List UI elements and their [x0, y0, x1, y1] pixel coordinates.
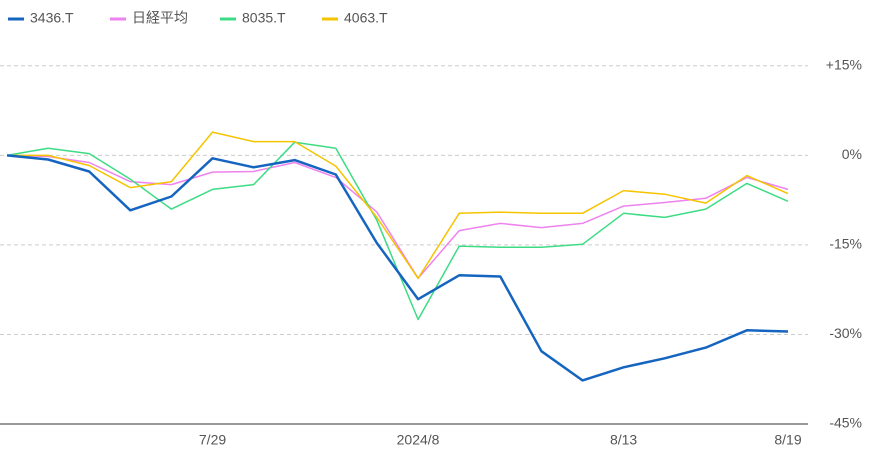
y-tick-label: -45%	[829, 415, 862, 431]
legend-label: 4063.T	[344, 10, 388, 26]
x-tick-label: 7/29	[199, 432, 226, 448]
legend-label: 8035.T	[242, 10, 286, 26]
y-tick-label: 0%	[842, 146, 862, 162]
x-tick-label: 8/13	[610, 432, 637, 448]
x-tick-label: 2024/8	[397, 432, 440, 448]
x-tick-label: 8/19	[774, 432, 801, 448]
legend-label: 3436.T	[30, 10, 74, 26]
series-line	[6, 154, 789, 280]
legend-label: 日経平均	[132, 10, 188, 26]
series-line	[7, 131, 789, 280]
y-tick-label: -15%	[829, 236, 862, 252]
y-tick-label: +15%	[826, 57, 862, 73]
series-line	[6, 154, 789, 382]
series-line	[6, 141, 789, 321]
y-tick-label: -30%	[829, 325, 862, 341]
